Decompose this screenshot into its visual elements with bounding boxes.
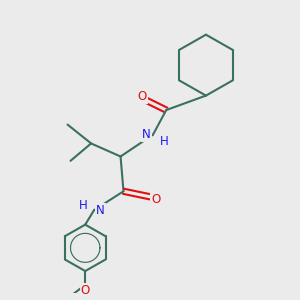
Text: O: O bbox=[81, 284, 90, 297]
Text: O: O bbox=[151, 194, 160, 206]
Text: H: H bbox=[160, 135, 169, 148]
Text: H: H bbox=[80, 199, 88, 212]
Text: O: O bbox=[137, 90, 147, 103]
Text: N: N bbox=[96, 204, 105, 217]
Text: N: N bbox=[142, 128, 151, 141]
